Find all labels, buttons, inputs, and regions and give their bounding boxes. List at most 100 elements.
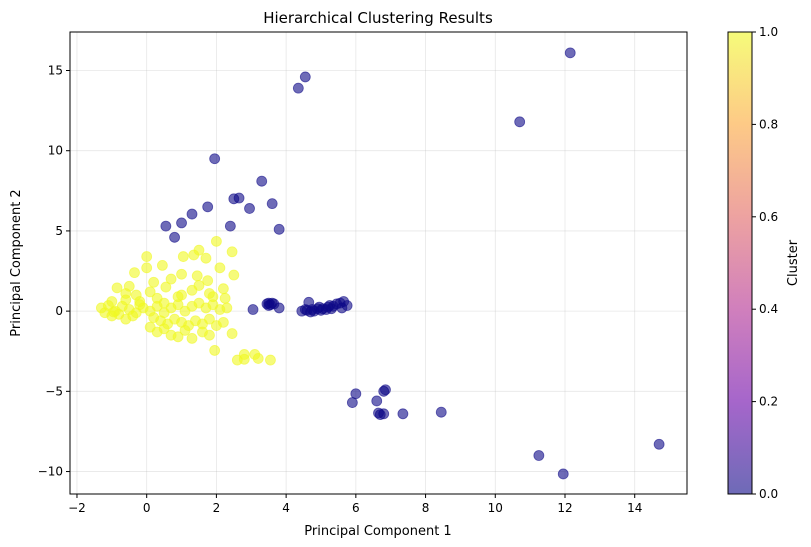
data-point	[141, 251, 153, 262]
data-point	[193, 280, 205, 291]
data-point	[134, 296, 146, 307]
data-point	[265, 354, 276, 366]
data-point	[435, 406, 447, 418]
data-point	[186, 332, 198, 344]
data-point	[204, 313, 215, 325]
chart-title: Hierarchical Clustering Results	[263, 9, 493, 27]
y-tick-label: −10	[38, 465, 63, 479]
colorbar	[727, 31, 753, 495]
data-point	[292, 82, 304, 94]
data-point	[224, 220, 236, 232]
data-point	[256, 175, 268, 187]
colorbar-label: Cluster	[786, 239, 801, 286]
data-point	[148, 276, 160, 288]
colorbar-tick-label: 0.6	[759, 210, 778, 224]
x-tick-label: 4	[282, 501, 290, 515]
y-tick-label: 0	[55, 304, 63, 318]
data-point	[111, 282, 123, 294]
y-tick-label: 10	[48, 144, 63, 158]
data-point	[324, 300, 336, 311]
colorbar-ticks: 0.0 0.2 0.4 0.6 0.8 1.0	[752, 25, 778, 501]
data-point	[176, 217, 187, 229]
data-point	[211, 235, 222, 247]
data-point	[299, 71, 311, 83]
x-tick-label: −2	[68, 501, 86, 515]
data-point	[191, 270, 203, 282]
data-point	[514, 116, 526, 128]
data-point	[336, 302, 348, 314]
data-point	[244, 203, 255, 214]
data-point	[129, 267, 140, 279]
data-point	[564, 47, 576, 59]
data-point	[221, 302, 233, 314]
y-tick-label: 15	[48, 64, 63, 78]
x-tick-label: 12	[557, 501, 572, 515]
data-point	[202, 275, 214, 287]
y-axis-label: Principal Component 2	[9, 189, 24, 336]
data-point	[144, 286, 156, 298]
data-point	[204, 329, 215, 341]
data-point	[108, 306, 119, 318]
data-point	[169, 231, 180, 243]
data-point	[141, 262, 153, 274]
data-point	[156, 260, 168, 271]
colorbar-tick-label: 0.0	[759, 487, 778, 501]
x-axis-label: Principal Component 1	[304, 524, 451, 539]
data-point	[120, 313, 132, 325]
x-axis-ticks: −2 0 2 4 6 8 10 12 14	[68, 494, 642, 515]
colorbar-tick-label: 0.4	[759, 302, 778, 316]
data-point	[263, 300, 275, 311]
data-point	[188, 249, 200, 261]
data-point	[238, 353, 250, 365]
data-points	[95, 47, 665, 480]
data-point	[305, 306, 316, 318]
data-point	[252, 353, 264, 364]
data-point	[378, 385, 390, 397]
data-point	[214, 262, 226, 274]
data-point	[160, 220, 172, 232]
data-point	[186, 208, 198, 220]
data-point	[200, 252, 212, 264]
colorbar-tick-label: 0.8	[759, 117, 778, 131]
x-tick-label: 10	[488, 501, 503, 515]
data-point	[179, 324, 191, 336]
data-point	[226, 328, 238, 339]
x-tick-label: 6	[352, 501, 360, 515]
data-point	[151, 326, 163, 338]
x-tick-label: 8	[422, 501, 430, 515]
data-point	[120, 288, 132, 299]
data-point	[219, 292, 231, 304]
data-point	[228, 269, 240, 281]
data-point	[371, 395, 383, 407]
data-point	[217, 316, 229, 328]
data-point	[397, 408, 409, 420]
data-point	[209, 345, 221, 356]
data-point	[176, 289, 187, 301]
data-point	[233, 192, 245, 204]
data-point	[158, 297, 170, 309]
data-point	[653, 438, 665, 450]
data-point	[217, 283, 229, 295]
data-point	[557, 468, 569, 480]
data-point	[346, 397, 358, 408]
data-point	[374, 409, 386, 420]
data-point	[226, 246, 238, 258]
data-point	[533, 450, 545, 461]
data-point	[172, 299, 184, 311]
data-point	[165, 273, 177, 285]
data-point	[176, 268, 187, 280]
data-point	[172, 331, 184, 343]
data-point	[209, 153, 221, 165]
data-point	[273, 302, 285, 314]
x-tick-label: 0	[143, 501, 151, 515]
data-point	[273, 223, 285, 235]
data-point	[266, 198, 278, 210]
colorbar-tick-label: 0.2	[759, 395, 778, 409]
y-axis-ticks: −10 −5 0 5 10 15	[38, 64, 70, 479]
data-point	[247, 304, 259, 315]
plot-frame	[69, 31, 688, 495]
data-point	[177, 251, 189, 262]
y-tick-label: −5	[45, 384, 63, 398]
colorbar-tick-label: 1.0	[759, 25, 778, 39]
